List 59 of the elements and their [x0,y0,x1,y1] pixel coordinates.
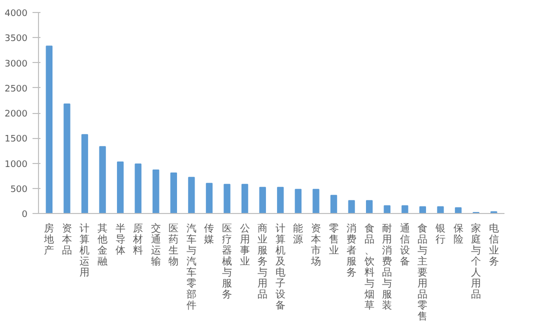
x-tick-label: 计算机运用 [80,222,90,278]
x-tick-label: 资本市场 [310,222,321,268]
y-tick-label: 500 [10,184,28,195]
bar [241,184,248,214]
x-tick-label: 通信设备 [400,222,410,268]
x-tick-label: 保险 [453,224,464,246]
bar [188,176,195,214]
x-tick-label: 公用事业 [240,222,250,268]
bar [366,200,373,214]
x-tick-label: 食品、饮料与烟草 [363,222,374,312]
bar [277,186,284,214]
x-tick-label: 半导体 [115,222,126,256]
y-tick-label: 1500 [4,134,28,145]
bar [437,206,444,214]
x-tick-label: 医药生物 [168,224,179,268]
bar [454,207,462,214]
bar [259,186,266,214]
x-tick-label: 商业服务与用品 [258,222,268,300]
y-tick-label: 3000 [4,59,28,70]
y-tick-label: 1000 [4,160,28,170]
x-tick-label: 零售业 [328,224,339,256]
y-tick-label: 3500 [4,34,28,44]
bar [384,205,390,214]
x-tick-label: 原材料 [132,224,144,256]
x-tick-label: 汽车与汽车零部件 [186,222,196,312]
y-tick-label: 0 [22,210,28,220]
x-tick-label: 耐用消费品与服装 [382,224,392,312]
bar [419,206,426,214]
bar [170,172,178,214]
x-tick-label: 资本品 [62,222,72,256]
x-tick-label: 医疗器械与服务 [222,224,232,300]
bar [294,188,302,214]
bar [152,170,160,214]
x-tick-label: 传媒 [204,224,214,246]
y-tick-label: 4000 [4,9,28,19]
x-tick-label: 电信业务 [488,222,499,268]
bar [81,134,88,214]
x-tick-label: 能源 [293,222,304,246]
x-tick-label: 房地产 [43,222,54,256]
bar [224,184,230,214]
bar [312,188,320,214]
x-tick-label: 交通运输 [150,222,161,268]
bar [64,103,70,214]
category-label: 食品与主要用品零售 [418,224,428,322]
bar [46,46,53,214]
bar [330,194,338,214]
bar [116,161,124,214]
bar [402,205,408,214]
x-tick-label: 消费者服务 [346,222,357,278]
x-tick-label: 计算机及电子设备 [275,222,286,312]
x-tick-label: 其他金融 [98,222,108,268]
y-tick-label: 2000 [4,110,28,120]
x-tick-label: 银行 [434,224,446,246]
y-tick-label: 2500 [4,84,28,94]
bar [134,164,142,214]
bar [99,146,106,214]
bar [348,200,355,214]
x-tick-label: 家庭与个人用品 [471,222,482,300]
bar [206,182,213,214]
